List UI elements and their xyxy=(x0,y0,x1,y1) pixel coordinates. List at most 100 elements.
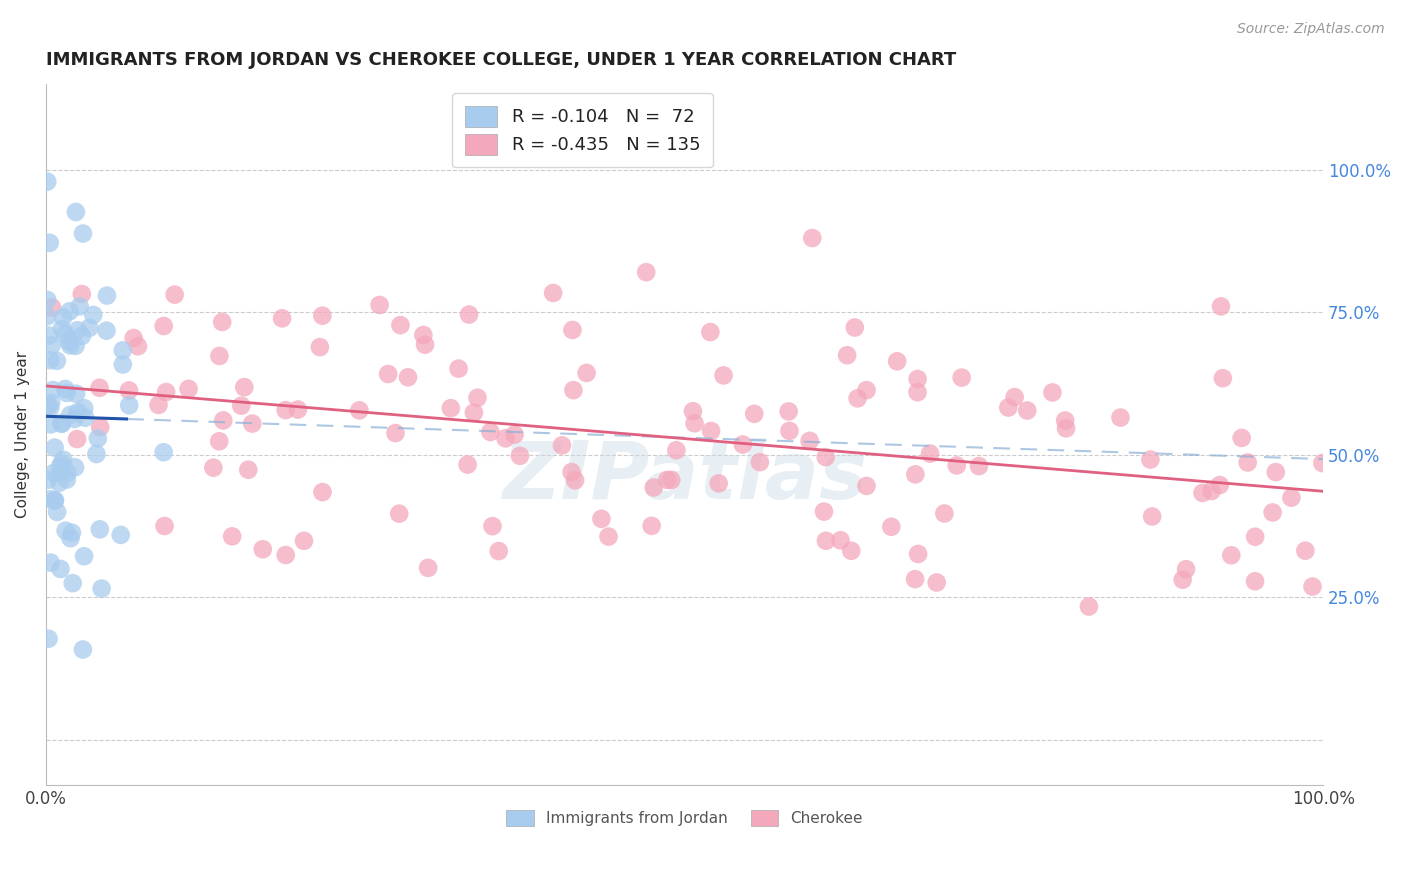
Point xyxy=(412,328,434,343)
Point xyxy=(59,408,82,422)
Point xyxy=(39,417,62,432)
Point xyxy=(148,398,170,412)
Point xyxy=(503,427,526,442)
Point xyxy=(844,320,866,334)
Point xyxy=(551,438,574,452)
Point xyxy=(1302,580,1324,594)
Point xyxy=(37,399,59,413)
Point xyxy=(39,395,62,409)
Point xyxy=(287,402,309,417)
Point xyxy=(1261,505,1284,519)
Point xyxy=(458,308,481,322)
Point xyxy=(1279,491,1302,505)
Point xyxy=(41,338,63,352)
Point xyxy=(837,348,859,362)
Point xyxy=(111,358,134,372)
Point xyxy=(59,304,82,318)
Point xyxy=(814,450,837,464)
Point xyxy=(89,420,111,434)
Point xyxy=(212,413,235,427)
Point xyxy=(440,401,463,416)
Point xyxy=(37,398,59,412)
Point xyxy=(880,520,903,534)
Point xyxy=(55,524,77,538)
Point xyxy=(82,308,104,322)
Point xyxy=(1209,478,1232,492)
Point xyxy=(111,343,134,358)
Point xyxy=(886,354,908,368)
Point xyxy=(37,473,59,487)
Point xyxy=(152,445,174,459)
Point xyxy=(211,315,233,329)
Point xyxy=(657,473,679,487)
Point xyxy=(643,481,665,495)
Point xyxy=(945,458,967,473)
Point xyxy=(42,383,65,397)
Point xyxy=(153,519,176,533)
Point xyxy=(44,493,66,508)
Point xyxy=(89,381,111,395)
Point xyxy=(53,382,76,396)
Point xyxy=(925,575,948,590)
Point xyxy=(1004,390,1026,404)
Point xyxy=(66,323,89,337)
Point xyxy=(233,380,256,394)
Point xyxy=(495,431,517,445)
Point xyxy=(45,354,67,368)
Point xyxy=(699,325,721,339)
Point xyxy=(56,466,79,480)
Point xyxy=(55,473,77,487)
Point xyxy=(48,475,70,490)
Point xyxy=(51,457,73,471)
Point xyxy=(1109,410,1132,425)
Point xyxy=(38,632,60,646)
Point xyxy=(683,417,706,431)
Point xyxy=(118,384,141,398)
Point xyxy=(855,383,877,397)
Point xyxy=(1077,599,1099,614)
Point xyxy=(509,449,531,463)
Point xyxy=(1230,431,1253,445)
Point xyxy=(87,431,110,445)
Point xyxy=(918,447,941,461)
Point xyxy=(155,384,177,399)
Point xyxy=(63,460,86,475)
Point xyxy=(1140,509,1163,524)
Point xyxy=(1171,573,1194,587)
Point xyxy=(801,231,824,245)
Point xyxy=(1209,299,1232,313)
Point xyxy=(564,473,586,487)
Point xyxy=(1312,456,1334,470)
Point xyxy=(122,331,145,345)
Point xyxy=(89,522,111,536)
Point xyxy=(231,399,253,413)
Point xyxy=(69,300,91,314)
Point xyxy=(447,361,470,376)
Point xyxy=(377,367,399,381)
Point xyxy=(389,318,412,333)
Point xyxy=(39,353,62,368)
Text: IMMIGRANTS FROM JORDAN VS CHEROKEE COLLEGE, UNDER 1 YEAR CORRELATION CHART: IMMIGRANTS FROM JORDAN VS CHEROKEE COLLE… xyxy=(46,51,956,69)
Point xyxy=(1201,484,1223,499)
Point xyxy=(70,329,93,343)
Point xyxy=(731,437,754,451)
Point xyxy=(1244,530,1267,544)
Point xyxy=(73,401,96,416)
Point xyxy=(846,392,869,406)
Y-axis label: College, Under 1 year: College, Under 1 year xyxy=(15,351,30,518)
Point xyxy=(37,310,59,324)
Point xyxy=(38,235,60,250)
Point xyxy=(1042,385,1064,400)
Point xyxy=(292,533,315,548)
Point xyxy=(830,533,852,548)
Point xyxy=(39,556,62,570)
Point xyxy=(63,412,86,426)
Point xyxy=(778,404,800,418)
Point xyxy=(49,459,72,474)
Point xyxy=(72,642,94,657)
Point xyxy=(252,542,274,557)
Point xyxy=(682,404,704,418)
Point xyxy=(70,287,93,301)
Point xyxy=(1212,371,1234,385)
Point xyxy=(56,386,79,401)
